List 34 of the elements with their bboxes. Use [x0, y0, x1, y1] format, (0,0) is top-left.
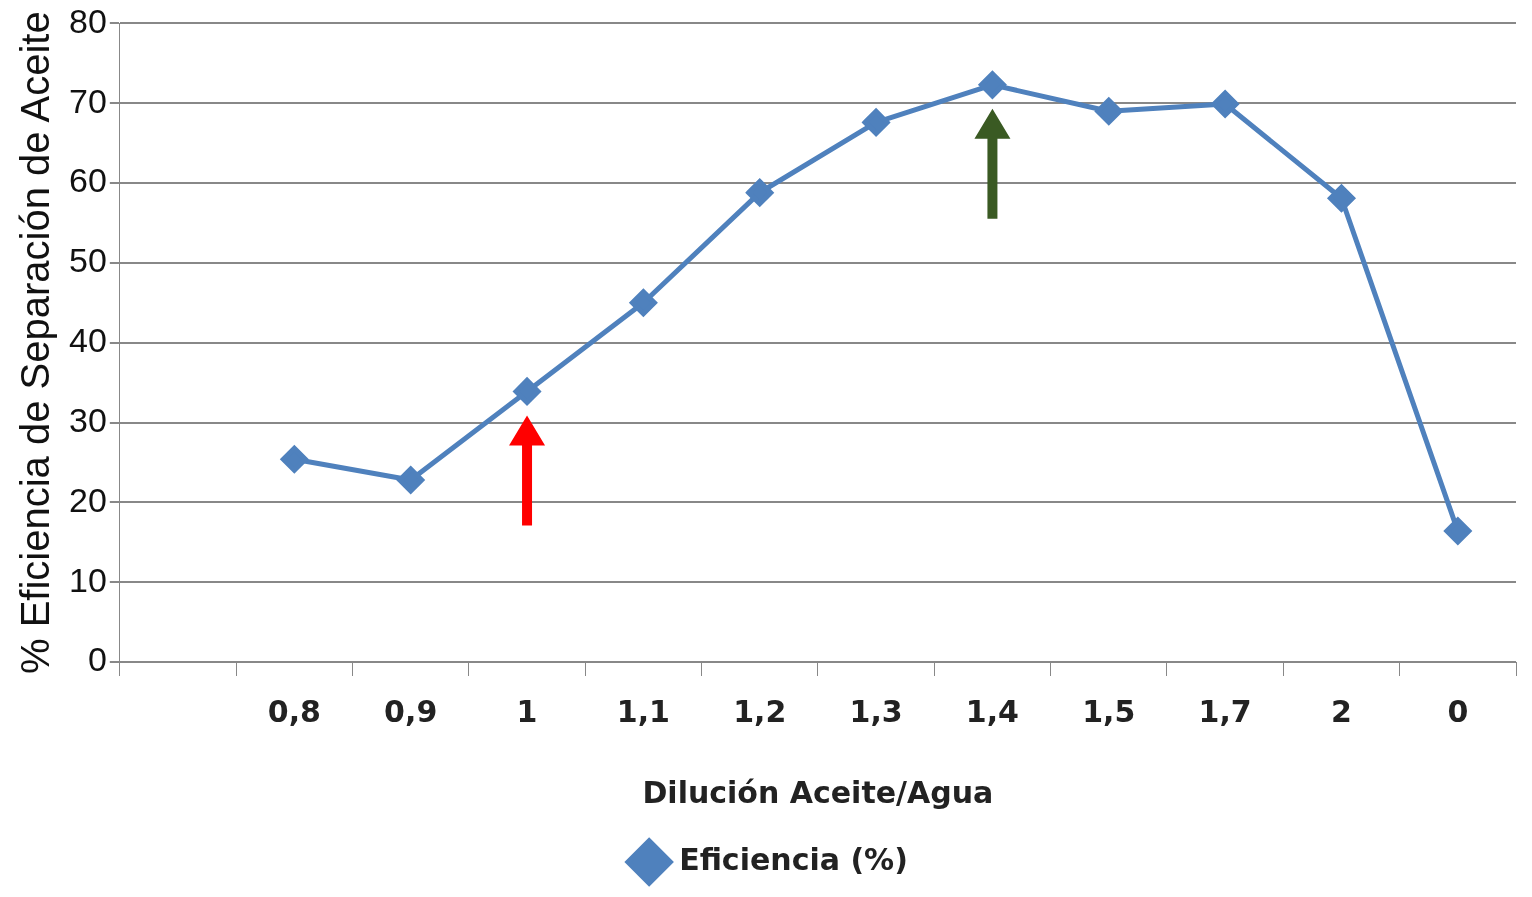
point	[978, 71, 1006, 99]
y-axis-title: % Eficiencia de Separación de Aceite	[13, 11, 58, 675]
y-tick-label: 80	[68, 1, 107, 40]
point	[1444, 517, 1472, 545]
x-tick-label: 0,9	[384, 693, 438, 729]
point	[629, 289, 657, 317]
y-tick-label: 60	[68, 161, 107, 200]
point	[746, 179, 774, 207]
point	[280, 445, 308, 473]
y-tick-label: 30	[68, 400, 107, 439]
point	[1211, 90, 1239, 118]
point	[397, 466, 425, 494]
x-tick-label: 1,4	[965, 693, 1020, 729]
legend-label: Eficiencia (%)	[679, 841, 908, 877]
point	[1327, 184, 1355, 212]
x-tick-label: 1,2	[733, 693, 787, 729]
x-axis-title: Dilución Aceite/Agua	[642, 774, 994, 810]
x-tick-label: 1,3	[849, 693, 903, 729]
x-tick-label: 1,5	[1082, 693, 1136, 729]
y-tick-label: 70	[68, 81, 107, 120]
x-tick-label: 1,1	[616, 693, 670, 729]
x-tick-label: 1	[516, 693, 538, 729]
y-tick-label: 10	[68, 560, 107, 599]
point	[513, 377, 541, 405]
y-tick-label: 20	[68, 480, 107, 519]
x-tick-label: 0	[1447, 693, 1469, 729]
y-tick-label: 0	[87, 640, 107, 679]
point	[862, 108, 890, 136]
point	[1095, 97, 1123, 125]
x-tick-label: 0,8	[267, 693, 321, 729]
x-tick-label: 1,7	[1198, 693, 1252, 729]
y-tick-label: 40	[68, 321, 107, 360]
x-tick-label: 2	[1331, 693, 1352, 729]
y-tick-label: 50	[68, 241, 107, 280]
